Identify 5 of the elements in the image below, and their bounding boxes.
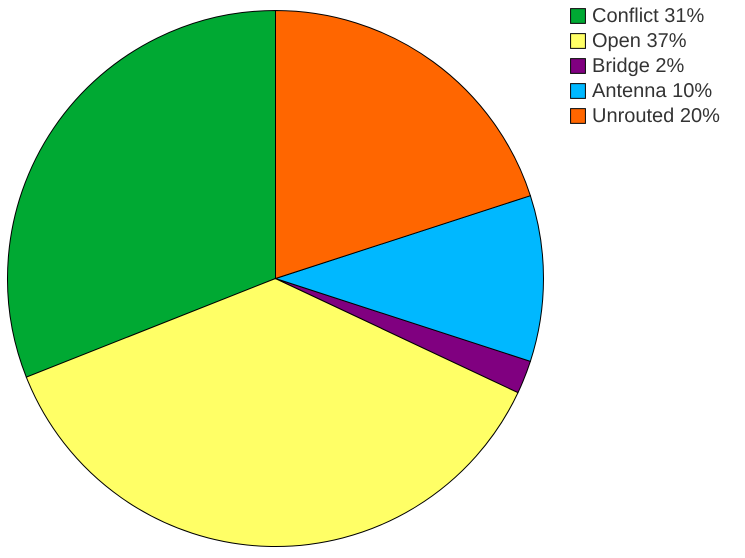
legend-label: Unrouted 20%	[592, 105, 720, 127]
legend-label: Antenna 10%	[592, 80, 712, 102]
legend-label: Bridge 2%	[592, 55, 684, 77]
legend-label: Open 37%	[592, 30, 687, 52]
legend-label: Conflict 31%	[592, 5, 704, 27]
